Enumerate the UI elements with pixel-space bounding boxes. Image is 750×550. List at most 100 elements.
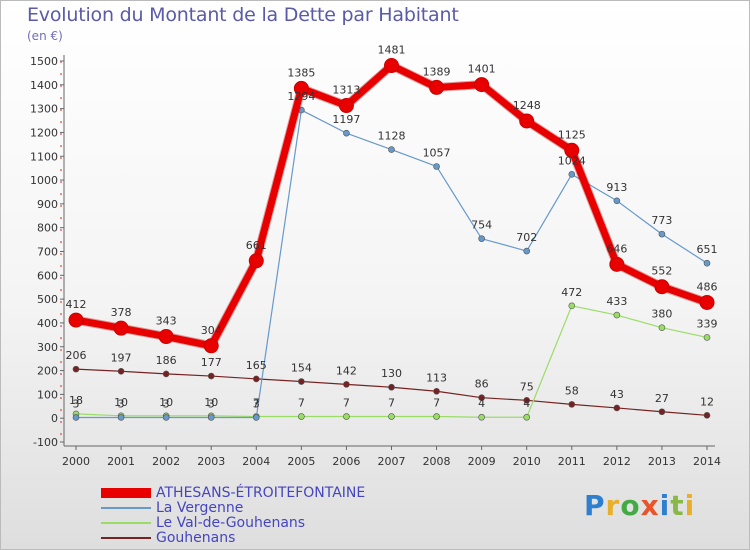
data-label-la-vergenne: 913 [606, 181, 627, 194]
y-tick-label: 1300 [30, 103, 58, 116]
data-point-la-vergenne [207, 414, 215, 421]
data-point-la-vergenne [478, 235, 485, 242]
data-label-gouhenans: 75 [520, 380, 534, 393]
data-point-gouhenans [478, 394, 485, 402]
data-label-athesans-etroitefontaine: 1481 [378, 44, 406, 57]
x-tick-label: 2010 [513, 455, 541, 468]
data-label-athesans-etroitefontaine: 1385 [287, 66, 315, 79]
data-point-la-vergenne [433, 163, 440, 170]
data-point-gouhenans [703, 412, 711, 419]
data-label-le-val-de-gouhenans: 433 [606, 295, 627, 308]
data-label-gouhenans: 113 [426, 371, 447, 384]
data-label-athesans-etroitefontaine: 552 [651, 265, 672, 278]
data-point-gouhenans [252, 375, 260, 383]
data-label-la-vergenne: 1128 [378, 130, 406, 143]
data-point-athesans-etroitefontaine [474, 77, 490, 93]
data-point-athesans-etroitefontaine [654, 279, 670, 295]
y-tick-label: 700 [37, 246, 58, 259]
data-label-le-val-de-gouhenans: 4 [478, 397, 485, 410]
data-label-le-val-de-gouhenans: 472 [561, 286, 582, 299]
x-tick-label: 2002 [152, 455, 180, 468]
y-tick-label: 300 [37, 341, 58, 354]
data-label-gouhenans: 86 [475, 378, 489, 391]
y-tick-label: 900 [37, 198, 58, 211]
data-point-la-vergenne [613, 197, 621, 205]
y-tick-label: 1000 [30, 174, 58, 187]
data-label-gouhenans: 142 [336, 364, 357, 377]
data-point-la-vergenne [252, 414, 260, 421]
data-label-athesans-etroitefontaine: 1125 [558, 128, 586, 141]
data-point-la-vergenne [523, 247, 531, 255]
data-label-la-vergenne: 3 [118, 397, 125, 410]
data-label-gouhenans: 154 [291, 362, 312, 375]
data-label-athesans-etroitefontaine: 1248 [513, 99, 541, 112]
legend-swatch-le-val-de-gouhenans [101, 522, 151, 524]
data-label-gouhenans: 197 [111, 351, 132, 364]
data-point-athesans-etroitefontaine [203, 338, 219, 354]
x-tick-label: 2004 [242, 455, 270, 468]
data-label-la-vergenne: 1197 [332, 113, 360, 126]
data-label-athesans-etroitefontaine: 646 [606, 242, 627, 255]
logo-letter: i [659, 489, 671, 522]
logo-letter: r [605, 489, 621, 522]
data-label-la-vergenne: 651 [697, 243, 718, 256]
data-point-la-vergenne [343, 129, 350, 137]
x-tick-label: 2013 [648, 455, 676, 468]
data-point-athesans-etroitefontaine [519, 113, 535, 129]
legend-label-athesans-etroitefontaine: ATHESANS-ÉTROITEFONTAINE [156, 485, 366, 501]
data-point-le-val-de-gouhenans [478, 413, 485, 421]
data-point-gouhenans [523, 397, 531, 404]
x-tick-label: 2009 [468, 455, 496, 468]
data-label-gouhenans: 58 [565, 384, 579, 397]
data-point-athesans-etroitefontaine [113, 320, 129, 336]
data-label-le-val-de-gouhenans: 7 [343, 397, 350, 410]
data-point-athesans-etroitefontaine [158, 329, 174, 345]
data-label-athesans-etroitefontaine: 304 [201, 324, 222, 337]
data-label-gouhenans: 130 [381, 367, 402, 380]
y-tick-label: 1200 [30, 126, 58, 139]
data-point-gouhenans [343, 381, 350, 388]
y-tick-label: 1100 [30, 150, 58, 163]
data-point-la-vergenne [162, 414, 170, 421]
data-point-gouhenans [568, 401, 576, 408]
data-label-le-val-de-gouhenans: 7 [298, 397, 305, 410]
y-tick-label: 600 [37, 269, 58, 282]
data-point-le-val-de-gouhenans [613, 311, 621, 319]
y-tick-label: 100 [37, 388, 58, 401]
legend-swatch-gouhenans [101, 537, 151, 539]
y-tick-label: 400 [37, 317, 58, 330]
data-point-athesans-etroitefontaine [429, 79, 445, 95]
chart-title: Evolution du Montant de la Dette par Hab… [27, 4, 459, 26]
data-label-la-vergenne: 3 [163, 397, 170, 410]
logo-letter: x [640, 489, 660, 522]
data-point-gouhenans [298, 378, 305, 385]
data-label-le-val-de-gouhenans: 10 [114, 396, 128, 409]
data-point-la-vergenne [72, 414, 80, 421]
data-point-le-val-de-gouhenans [703, 334, 711, 341]
data-label-le-val-de-gouhenans: 7 [253, 397, 260, 410]
data-label-le-val-de-gouhenans: 7 [433, 397, 440, 410]
data-label-le-val-de-gouhenans: 10 [159, 396, 173, 409]
data-point-le-val-de-gouhenans [433, 413, 440, 420]
y-tick-label: 500 [37, 293, 58, 306]
x-tick-label: 2005 [287, 455, 315, 468]
data-point-athesans-etroitefontaine [338, 98, 354, 114]
data-point-athesans-etroitefontaine [699, 294, 715, 310]
data-label-la-vergenne: 773 [651, 214, 672, 227]
y-tick-label: 1400 [30, 79, 58, 92]
x-tick-label: 2003 [197, 455, 225, 468]
data-point-athesans-etroitefontaine [248, 253, 264, 269]
data-label-athesans-etroitefontaine: 1313 [332, 84, 360, 97]
x-tick-label: 2000 [62, 455, 90, 468]
legend-label-la-vergenne: La Vergenne [156, 500, 244, 516]
data-label-la-vergenne: 1024 [558, 154, 586, 167]
data-point-le-val-de-gouhenans [568, 302, 576, 310]
legend-swatch-la-vergenne [101, 507, 151, 509]
data-point-gouhenans [433, 387, 440, 395]
data-label-gouhenans: 177 [201, 356, 222, 369]
chart-subtitle: (en €) [27, 29, 63, 43]
data-point-athesans-etroitefontaine [609, 256, 625, 272]
logo-letter: P [584, 489, 606, 522]
